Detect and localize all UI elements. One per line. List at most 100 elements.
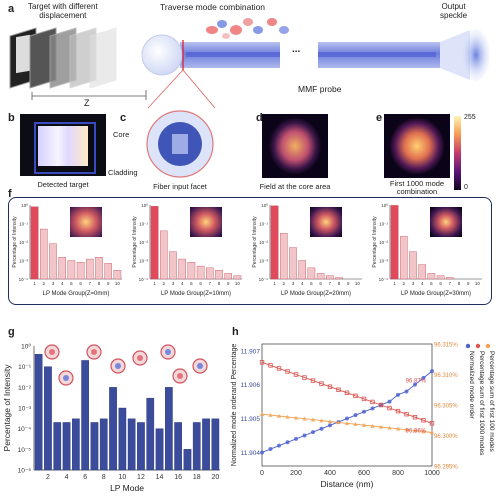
panel-f-charts: 10⁰ 10⁻¹ 10⁻² 10⁻³ 10⁻⁴ 1 2 3 4 5 6 7 8 9 10 Percentage… (12, 203, 482, 297)
f-x-tick-label: 4 (181, 281, 184, 286)
h-point (413, 382, 417, 387)
f-bar (326, 275, 334, 280)
f-y-tick-label: 10⁻³ (259, 259, 268, 264)
f-bar (316, 273, 325, 280)
g-bar (192, 422, 201, 471)
g-bar (109, 387, 117, 471)
core-field-image (262, 114, 328, 178)
g-x-tick-label: 18 (193, 474, 201, 481)
h-left-tick-label: 11.907 (241, 348, 261, 355)
h-legend-entry: Percentage sum of first 100 modes (488, 351, 495, 453)
f-bar (169, 251, 177, 280)
f-bar (446, 277, 454, 280)
g-bar (81, 360, 90, 471)
h-point (327, 384, 333, 389)
h-point (421, 375, 426, 380)
g-mode-pattern-core (91, 349, 97, 355)
h-legend-entry: Percentage sum of first 1000 modes (478, 351, 485, 456)
f-x-tick-label: 9 (107, 281, 110, 286)
g-x-tick-label: 12 (137, 474, 145, 481)
f-x-tick-label: 3 (172, 281, 175, 286)
f-y-tick-label: 10⁻³ (19, 259, 28, 264)
fiber-lens (141, 34, 183, 76)
f-x-tick-label: 1 (33, 281, 36, 286)
h-plot-frame (261, 343, 433, 467)
h-point (276, 366, 282, 371)
f-x-tick-label: 2 (43, 281, 46, 286)
h-point (336, 387, 341, 392)
h-point (345, 416, 349, 421)
detected-target-image (20, 114, 106, 176)
g-bar (34, 354, 43, 471)
f-bar (233, 275, 242, 280)
g-bar (118, 407, 127, 471)
h-legend-entry: Normalized mode order (468, 351, 475, 420)
g-y-axis-label: Percentage of Intensity (2, 364, 12, 452)
h-point (310, 378, 316, 383)
f-bar (95, 257, 103, 280)
h-right-tick-label: 96.295% (434, 465, 458, 471)
g-bar (53, 422, 62, 471)
panel-g-label: g (8, 326, 15, 338)
g-y-tick-label: 10⁻⁵ (18, 447, 32, 454)
f-bar (400, 236, 408, 280)
panel-e-label: e (376, 112, 383, 124)
g-x-axis-label: LP Mode (110, 483, 144, 493)
h-annotation: 96.86% (406, 428, 427, 434)
g-bar (62, 422, 71, 471)
h-point (319, 381, 324, 386)
h-point (396, 392, 400, 397)
f-bar (436, 275, 445, 280)
panel-g-chart: 10⁰ 10⁻¹ 10⁻² 10⁻³ 10⁻⁴ 10⁻⁵ 10⁻⁶ 2 4 6 8 10 12 14 16 1… (2, 343, 220, 493)
h-point (311, 430, 315, 435)
h-x-tick-label: 600 (358, 470, 370, 477)
h-point (336, 420, 341, 425)
h-x-tick-label: 200 (290, 470, 302, 477)
h-left-tick-label: 11.904 (241, 450, 261, 457)
h-point (268, 447, 273, 452)
h-point (370, 399, 375, 405)
f-x-tick-label: 7 (89, 281, 92, 286)
g-mode-pattern-core (49, 349, 55, 355)
f-bar (390, 205, 399, 280)
f-x-tick-label: 10 (475, 281, 481, 286)
h-series-line (261, 361, 433, 424)
f-bar (418, 264, 427, 280)
h-point (344, 390, 350, 395)
h-left-axis-label: Normalized mode orderand Percentage (231, 344, 238, 467)
f-x-tick-label: 3 (292, 281, 295, 286)
f-x-tick-label: 6 (319, 281, 322, 286)
panel-f-frame (8, 197, 492, 305)
h-point (378, 402, 384, 408)
h-point (387, 425, 392, 430)
f-x-tick-label: 5 (70, 281, 73, 286)
g-bar (99, 418, 108, 471)
target-caption: Target with different displacement (28, 2, 98, 20)
f-x-axis-label: LP Mode Group(Z=0mm) (43, 291, 110, 297)
g-bar (183, 449, 192, 471)
g-bar (202, 418, 210, 471)
h-point (361, 422, 367, 427)
f-bar (30, 206, 39, 280)
h-point (404, 427, 409, 432)
h-x-tick-label: 800 (392, 470, 404, 477)
f-y-tick-label: 10⁰ (21, 203, 28, 208)
h-point (421, 429, 426, 434)
h-point (361, 396, 367, 402)
h-point (302, 416, 307, 421)
f-x-tick-label: 6 (199, 281, 202, 286)
f-x-axis-label: LP Mode Group(Z=10mm) (161, 291, 231, 297)
f-x-tick-label: 8 (458, 281, 461, 286)
speckle-caption: Output speckle (440, 2, 468, 20)
h-point (412, 428, 418, 433)
h-point (293, 372, 299, 377)
h-legend-marker (485, 343, 491, 349)
h-x-tick-label: 0 (260, 470, 264, 477)
h-point (344, 421, 350, 426)
h-point (370, 406, 375, 411)
f-bar (335, 277, 343, 280)
h-point (429, 430, 435, 435)
f-y-tick-label: 10⁻¹ (259, 222, 268, 227)
h-point (412, 415, 418, 420)
f-bar (85, 258, 94, 280)
